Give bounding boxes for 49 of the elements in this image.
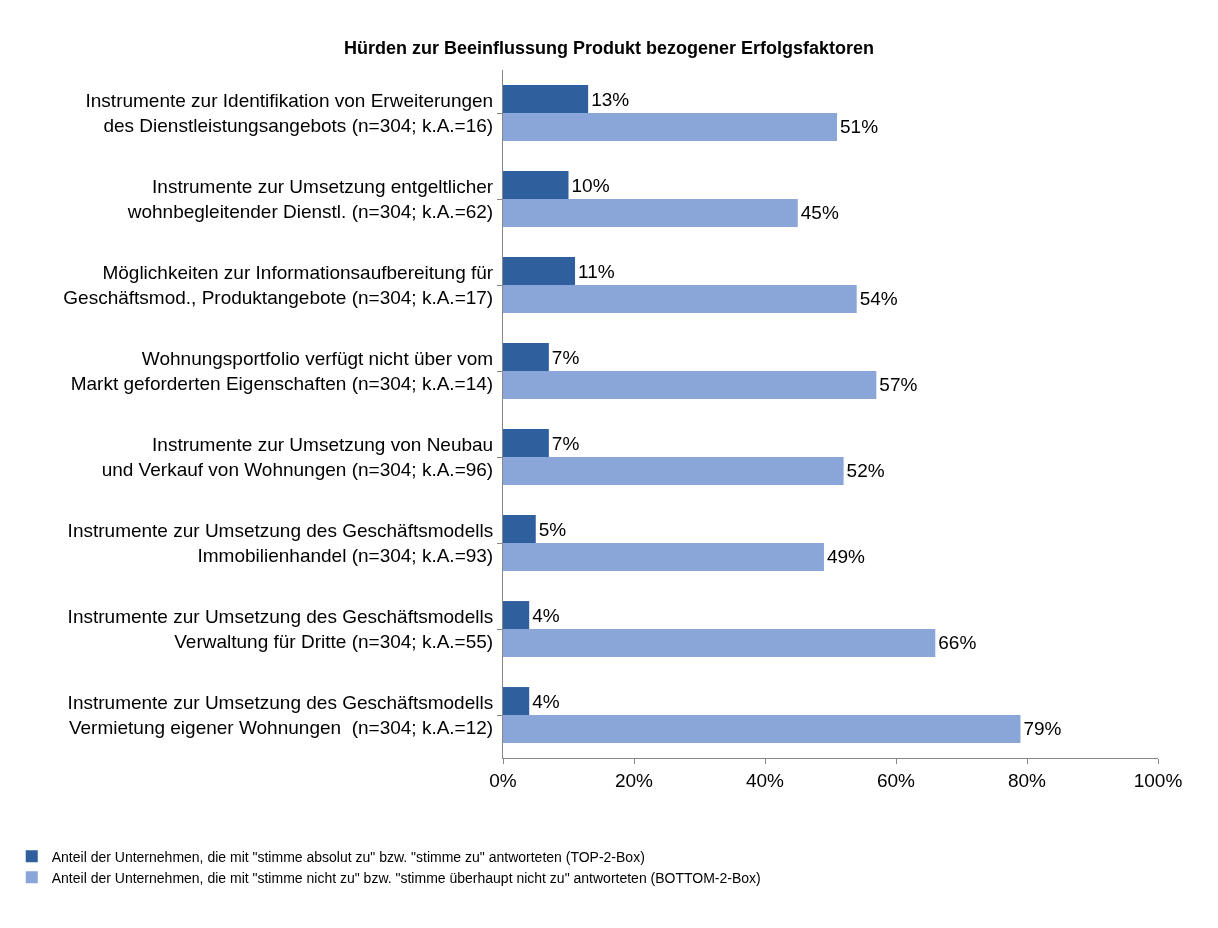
data-label: 52% (846, 460, 885, 482)
x-tick-label: 60% (876, 769, 916, 791)
y-tick-label: Instrumente zur Umsetzung des Geschäftsmodells Vermietung eigener Wohnungen (n=304; k.A.=12) (67, 692, 494, 738)
legend-label: Anteil der Unternehmen, die mit "stimme nicht zu" bzw. "stimme überhaupt nicht zu" antworteten (BOTTOM-2-Box) (51, 869, 761, 886)
data-label: 7% (551, 346, 580, 368)
bar (503, 543, 824, 571)
chart-title: Hürden zur Beeinflussung Produkt bezogener Erfolgsfaktoren (343, 38, 875, 59)
bar (503, 343, 549, 371)
bar (503, 457, 844, 485)
data-label: 5% (538, 518, 567, 540)
data-label: 66% (938, 632, 977, 654)
data-label: 11% (578, 260, 615, 282)
x-tick-label: 20% (614, 769, 654, 791)
data-label: 13% (591, 88, 630, 110)
y-tick-label: Wohnungsportfolio verfügt nicht über vom Markt geforderten Eigenschaften (n=304; k.A.=14) (70, 348, 494, 394)
bar (503, 601, 530, 629)
bar (503, 715, 1021, 743)
data-label: 4% (532, 604, 560, 626)
data-label: 10% (571, 174, 610, 196)
y-tick-label: Instrumente zur Umsetzung entgeltlicher wohnbegleitender Dienstl. (n=304; k.A.=62) (126, 176, 494, 222)
bar (503, 85, 589, 113)
y-tick-label: Instrumente zur Identifikation von Erweiterungen des Dienstleistungsangebots (n=304; k.A.=16) (85, 90, 494, 136)
x-tick-label: 0% (489, 769, 517, 791)
y-tick-label: Instrumente zur Umsetzung von Neubau und Verkauf von Wohnungen (n=304; k.A.=96) (101, 434, 494, 480)
bar (503, 371, 877, 399)
data-label: 7% (551, 432, 580, 454)
bar (503, 429, 549, 457)
x-tick-label: 40% (745, 769, 785, 791)
data-label: 49% (826, 546, 866, 568)
bar (503, 113, 838, 141)
bar (503, 171, 569, 199)
bar (503, 687, 530, 715)
bar (503, 285, 857, 313)
bar (503, 629, 936, 657)
data-label: 45% (800, 202, 839, 224)
x-tick-label: 100% (1133, 769, 1183, 791)
legend-label: Anteil der Unternehmen, die mit "stimme absolut zu" bzw. "stimme zu" antworteten (TOP-2-Box) (51, 848, 645, 865)
bar (503, 199, 798, 227)
bar (503, 515, 536, 543)
data-label: 51% (840, 116, 879, 138)
data-label: 79% (1023, 718, 1062, 740)
y-tick-label: Instrumente zur Umsetzung des Geschäftsmodells Immobilienhandel (n=304; k.A.=93) (67, 520, 494, 566)
data-label: 4% (532, 690, 560, 712)
data-label: 54% (859, 288, 898, 310)
y-tick-label: Instrumente zur Umsetzung des Geschäftsmodells Verwaltung für Dritte (n=304; k.A.=55) (67, 606, 494, 652)
bar (503, 257, 576, 285)
y-tick-label: Möglichkeiten zur Informationsaufbereitung für Geschäftsmod., Produktangebote (n=304; k.A.=17) (63, 262, 494, 308)
data-label: 57% (879, 374, 918, 396)
x-tick-label: 80% (1007, 769, 1047, 791)
